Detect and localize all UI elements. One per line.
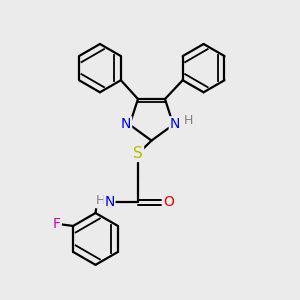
Text: S: S: [133, 146, 143, 161]
Text: H: H: [184, 114, 193, 127]
Text: N: N: [169, 117, 180, 131]
Text: H: H: [96, 194, 105, 207]
Text: F: F: [53, 218, 61, 232]
Text: N: N: [104, 195, 115, 209]
Text: N: N: [121, 117, 131, 131]
Text: O: O: [163, 195, 174, 209]
